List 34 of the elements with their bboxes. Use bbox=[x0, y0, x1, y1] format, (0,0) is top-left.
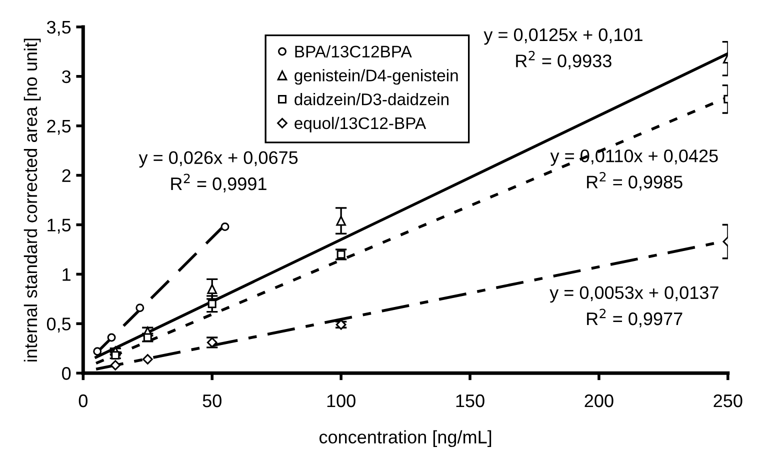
point bbox=[143, 333, 152, 342]
annotation: y = 0,0125x + 0,101 R$^{2}$ = 0,9933 bbox=[484, 28, 642, 70]
legend-label: genistein/D4-genistein bbox=[294, 69, 458, 85]
annotation: y = 0,0110x + 0,0425 R$^{2}$ = 0,9985 bbox=[550, 150, 718, 191]
x-tick-label: 250 bbox=[714, 394, 742, 408]
x-axis-title: concentration [ng/mL] bbox=[319, 430, 492, 448]
y-tick-label: 3 bbox=[62, 70, 71, 84]
point bbox=[107, 333, 116, 342]
y-tick-label: 1,5 bbox=[48, 218, 71, 234]
y-tick-label: 2,5 bbox=[47, 120, 71, 135]
annotation: y = 0,0053x + 0,0137 R$^{2}$ = 0,9977 bbox=[550, 286, 718, 328]
y-tick-label: 0,5 bbox=[46, 318, 71, 333]
annotation: y = 0,026x + 0,0675 R$^{2}$ = 0,9991 bbox=[138, 151, 298, 192]
y-tick-label: 3,5 bbox=[46, 20, 71, 36]
point bbox=[93, 347, 102, 356]
point bbox=[220, 222, 230, 231]
y-tick-label: 1 bbox=[62, 268, 70, 281]
x-tick-label: 50 bbox=[202, 394, 222, 408]
point bbox=[110, 360, 121, 370]
point bbox=[336, 216, 346, 226]
y-tick-label: 0 bbox=[62, 367, 71, 380]
legend-label: equol/13C12-BPA bbox=[294, 116, 426, 132]
x-tick-label: 100 bbox=[327, 394, 356, 408]
y-tick-label: 2 bbox=[62, 169, 70, 182]
x-tick-label: 150 bbox=[456, 394, 484, 408]
legend-label: daidzein/D3-daidzein bbox=[294, 93, 448, 106]
y-axis-title: internal standard corrected area [no unit] bbox=[24, 38, 41, 362]
point bbox=[111, 351, 120, 360]
x-tick-label: 200 bbox=[584, 394, 614, 408]
point bbox=[207, 284, 218, 294]
point bbox=[136, 304, 144, 312]
x-tick-label: 0 bbox=[78, 394, 88, 408]
point bbox=[142, 354, 153, 364]
legend-label: BPA/13C12BPA bbox=[295, 45, 412, 58]
